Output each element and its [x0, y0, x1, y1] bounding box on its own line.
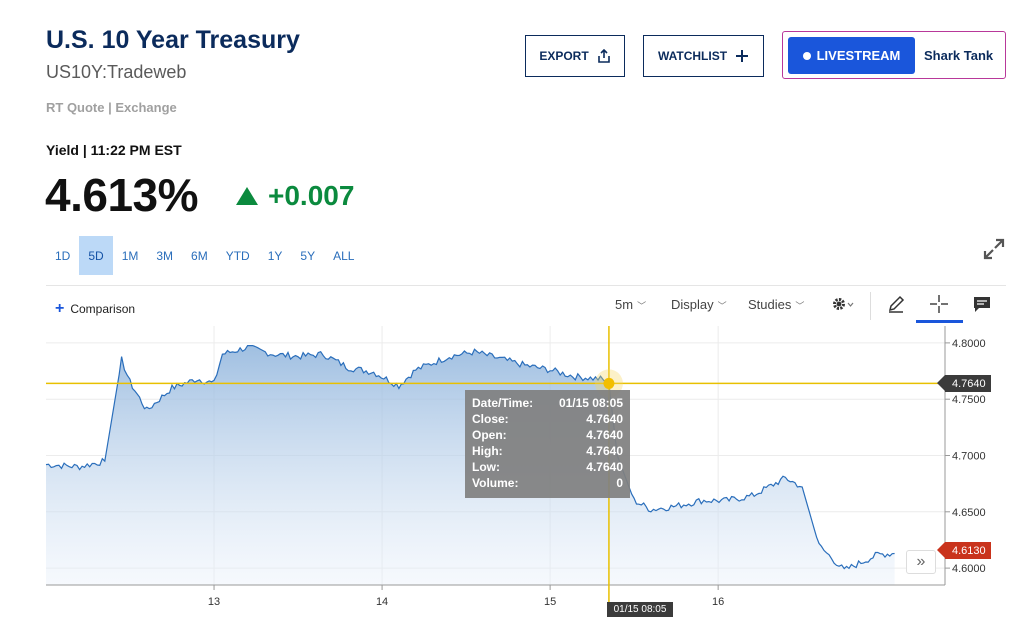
range-tab[interactable]: 6M [191, 248, 208, 263]
pencil-icon [888, 295, 905, 313]
crosshair-button[interactable] [926, 292, 952, 316]
tooltip-row: Open: 4.7640 [472, 427, 623, 443]
watchlist-button[interactable]: WATCHLIST [643, 35, 764, 77]
tooltip-row: Date/Time: 01/15 08:05 [472, 395, 623, 411]
range-tab[interactable]: 1Y [267, 248, 283, 263]
series-line [45, 345, 895, 570]
livestream-label: LIVESTREAM [816, 48, 901, 63]
watchlist-label: WATCHLIST [657, 49, 728, 63]
symbol-label: US10Y:Tradeweb [46, 62, 187, 82]
y-tick-label: 4.7500 [952, 394, 986, 406]
show-name-link[interactable]: Shark Tank [924, 48, 994, 63]
y-tick-label: 4.6000 [952, 563, 986, 575]
tooltip-value: 4.7640 [586, 460, 623, 474]
range-tab[interactable]: 5Y [300, 248, 316, 263]
yield-timestamp: Yield | 11:22 PM EST [46, 142, 182, 158]
range-tabs: 1D 5D 1M 3M 6M YTD 1Y 5Y ALL [46, 236, 363, 275]
draw-button[interactable] [883, 292, 909, 316]
crosshair-time-tag: 01/15 08:05 [607, 602, 673, 617]
share-icon [597, 49, 610, 63]
x-tick-label: 14 [376, 596, 388, 608]
tooltip-value: 4.7640 [586, 412, 623, 426]
data-tooltip: Date/Time: 01/15 08:05 Close: 4.7640 Open:… [465, 390, 630, 498]
crosshair-point [603, 377, 615, 389]
studies-dropdown[interactable]: Studies ﹀ [748, 297, 804, 312]
chevron-down-icon: ﹀ [637, 301, 647, 311]
tooltip-key: Low: [472, 460, 500, 474]
chevron-down-icon: ﹀ [795, 301, 805, 311]
toolbar-divider [46, 285, 1006, 286]
range-tab[interactable]: YTD [225, 248, 250, 263]
page-title: U.S. 10 Year Treasury [46, 26, 300, 54]
range-tab[interactable]: 1D [55, 248, 71, 263]
range-tab[interactable]: 5D [79, 236, 113, 275]
tooltip-row: Low: 4.7640 [472, 459, 623, 475]
interval-dropdown[interactable]: 5m ﹀ [615, 297, 646, 312]
livestream-button[interactable]: LIVESTREAM [788, 37, 915, 74]
expand-icon[interactable] [982, 237, 1006, 261]
tooltip-row: Close: 4.7640 [472, 411, 623, 427]
interval-label: 5m [615, 297, 634, 312]
scroll-to-latest-button[interactable]: » [906, 550, 936, 574]
up-arrow-icon [236, 187, 258, 205]
tooltip-row: Volume: 0 [472, 475, 623, 491]
comment-icon [974, 297, 990, 312]
tooltip-key: Open: [472, 428, 507, 442]
range-tab[interactable]: ALL [333, 248, 355, 263]
y-tick-label: 4.6500 [952, 507, 986, 519]
tooltip-key: Close: [472, 412, 509, 426]
export-label: EXPORT [539, 49, 589, 63]
tooltip-value: 4.7640 [586, 444, 623, 458]
tooltip-value: 0 [616, 476, 623, 490]
tooltip-value: 4.7640 [586, 428, 623, 442]
y-tick-label: 4.7000 [952, 451, 986, 463]
crosshair-value-tag: 4.7640 [937, 375, 991, 392]
plus-icon: + [55, 300, 65, 317]
livestream-panel: LIVESTREAM Shark Tank [782, 31, 1006, 79]
tooltip-key: High: [472, 444, 503, 458]
last-price: 4.613% [45, 169, 199, 221]
x-tick-label: 15 [544, 596, 556, 608]
tooltip-row: High: 4.7640 [472, 443, 623, 459]
comparison-button[interactable]: + Comparison [55, 300, 135, 318]
display-label: Display [671, 297, 714, 312]
settings-button[interactable] [830, 292, 856, 316]
price-change: +0.007 [236, 180, 354, 212]
display-dropdown[interactable]: Display ﹀ [671, 297, 727, 312]
change-value: +0.007 [268, 180, 355, 211]
active-tool-indicator [916, 320, 963, 323]
y-tick-label: 4.8000 [952, 338, 986, 350]
x-tick-label: 13 [208, 596, 220, 608]
comparison-label: Comparison [70, 302, 136, 316]
toolbar-separator [870, 292, 871, 320]
live-dot-icon [802, 51, 811, 60]
crosshair-icon [930, 295, 948, 313]
tooltip-key: Volume: [472, 476, 519, 490]
range-tab[interactable]: 3M [156, 248, 174, 263]
plus-icon [736, 50, 749, 62]
gear-icon [833, 298, 854, 310]
chevron-down-icon: ﹀ [717, 301, 727, 311]
x-tick-label: 16 [712, 596, 724, 608]
last-price-tag: 4.6130 [937, 542, 991, 559]
tooltip-key: Date/Time: [472, 396, 534, 410]
comments-button[interactable] [969, 292, 995, 316]
quote-source: RT Quote | Exchange [46, 100, 177, 115]
tooltip-value: 01/15 08:05 [558, 396, 623, 410]
studies-label: Studies [748, 297, 792, 312]
range-tab[interactable]: 1M [121, 248, 139, 263]
export-button[interactable]: EXPORT [525, 35, 625, 77]
